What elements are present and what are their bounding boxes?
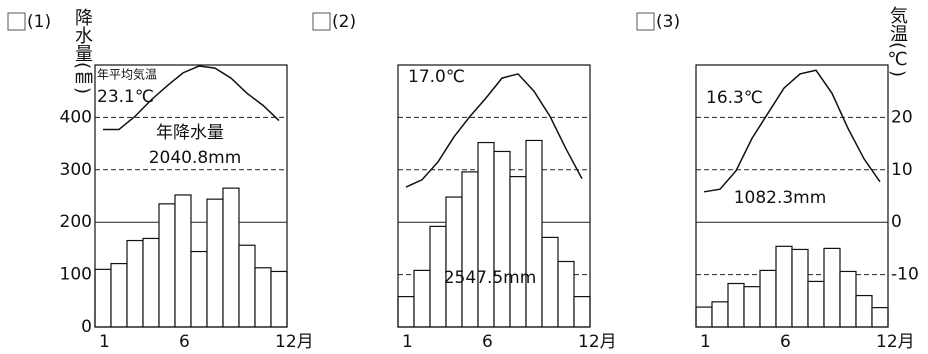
precipitation-bar	[525, 139, 543, 328]
precipitation-bar	[461, 171, 479, 328]
y-tick-label: 0	[81, 317, 92, 337]
precipitation-bar	[855, 294, 873, 328]
y-tick-label: 300	[60, 160, 92, 180]
chart-label: (3)	[656, 12, 680, 32]
precipitation-bar	[126, 239, 144, 328]
precipitation-bar	[477, 141, 495, 328]
precipitation-bar	[94, 268, 112, 328]
checkbox	[636, 12, 655, 31]
annotation: 23.1℃	[97, 87, 154, 107]
precipitation-bar	[142, 237, 160, 328]
precipitation-bar	[174, 194, 192, 328]
precipitation-bar	[206, 198, 224, 328]
precipitation-bar	[509, 176, 527, 328]
checkbox	[7, 12, 26, 31]
precipitation-bar	[727, 282, 745, 328]
precipitation-bar	[445, 196, 463, 328]
annotation: 2040.8mm	[149, 148, 242, 168]
x-tick-label: 12月	[275, 332, 314, 352]
x-tick-label: 1	[402, 332, 413, 352]
precipitation-bar	[158, 203, 176, 328]
y-tick-label: 200	[60, 212, 92, 232]
precipitation-bar	[695, 306, 713, 328]
precipitation-bar	[238, 244, 256, 328]
y2-axis-title: 気温(℃)	[887, 6, 908, 77]
precipitation-bar	[711, 301, 729, 328]
y-tick-label: 100	[60, 265, 92, 285]
checkbox	[312, 12, 331, 31]
temperature-line	[405, 73, 583, 188]
precipitation-bar	[110, 262, 128, 328]
x-tick-label: 12月	[876, 332, 915, 352]
x-tick-label: 1	[700, 332, 711, 352]
precipitation-bar	[573, 296, 591, 328]
y2-tick-label: 10	[891, 160, 913, 180]
precipitation-bar	[190, 250, 208, 328]
temperature-line	[103, 65, 280, 131]
precipitation-bar	[839, 270, 857, 328]
x-tick-label: 6	[780, 332, 791, 352]
annotation: 年降水量	[156, 123, 224, 143]
chart-label: (1)	[27, 12, 51, 32]
precipitation-bar	[775, 245, 793, 328]
temperature-line	[703, 69, 881, 193]
annotation: 年平均気温	[97, 67, 157, 82]
precipitation-bar	[791, 248, 809, 328]
precipitation-bar	[397, 296, 415, 328]
plot-frame	[695, 64, 889, 328]
x-tick-label: 6	[179, 332, 190, 352]
precipitation-bar	[254, 267, 272, 328]
chart-label: (2)	[332, 12, 356, 32]
precipitation-bar	[871, 307, 889, 328]
precipitation-bar	[270, 270, 288, 328]
precipitation-bar	[493, 150, 511, 328]
precipitation-bar	[743, 286, 761, 328]
y-tick-label: 400	[60, 107, 92, 127]
plot-frame	[94, 64, 288, 328]
x-tick-label: 6	[482, 332, 493, 352]
annotation: 1082.3mm	[734, 188, 827, 208]
y2-tick-label: 20	[891, 107, 913, 127]
annotation: 16.3℃	[706, 88, 763, 108]
precipitation-bar	[541, 236, 559, 328]
precipitation-bar	[413, 269, 431, 328]
precipitation-bar	[222, 187, 240, 328]
x-tick-label: 12月	[578, 332, 617, 352]
y2-tick-label: 0	[891, 212, 902, 232]
annotation: 17.0℃	[408, 67, 465, 87]
precipitation-bar	[759, 269, 777, 328]
annotation: 2547.5mm	[444, 268, 537, 288]
x-tick-label: 1	[99, 332, 110, 352]
plot-frame	[397, 64, 591, 328]
precipitation-bar	[557, 260, 575, 328]
precipitation-bar	[807, 280, 825, 328]
y-axis-title: 降水量(㎜)	[72, 8, 93, 94]
y2-tick-label: -10	[891, 265, 919, 285]
precipitation-bar	[823, 247, 841, 328]
